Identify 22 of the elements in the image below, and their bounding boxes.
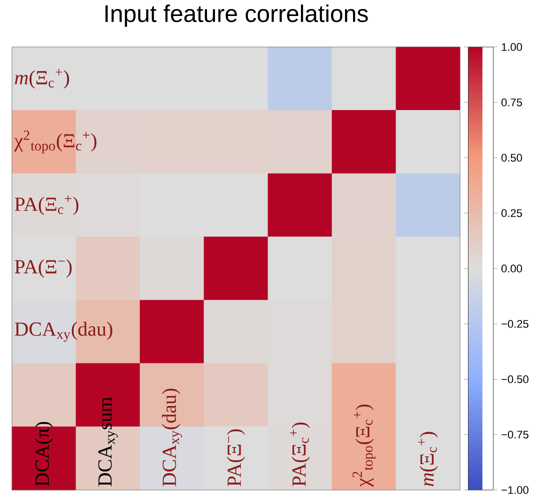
color-bar-label: −0.75 xyxy=(502,430,528,438)
x-tick-label: DCA$_{xy}$sum xyxy=(98,396,118,486)
color-bar-label: 0.00 xyxy=(501,264,522,272)
color-bar-label: 0.75 xyxy=(501,98,522,106)
y-tick-label: PA(Ξ$^{−}$) xyxy=(14,259,72,278)
x-tick-label: DCA(π) xyxy=(34,422,54,486)
color-bar-label: −0.50 xyxy=(502,375,528,384)
y-tick-label: DCA$_{xy}$(dau) xyxy=(14,322,112,342)
color-bar-label: 0.50 xyxy=(501,154,522,162)
y-tick-label: χ$^{2}$$_{topo}$(Ξ$_{c}$$^{+}$) xyxy=(14,130,96,154)
color-bar-label: −1.00 xyxy=(502,486,528,494)
y-tick-label: m(Ξ$_{c}$$^{+}$) xyxy=(14,68,70,88)
x-tick-label: m(Ξ$_{c}$$^{+}$) xyxy=(418,432,438,486)
x-tick-label: χ$^{2}$$_{topo}$(Ξ$_{c}$$^{+}$) xyxy=(352,404,376,487)
color-bar-label: 1.00 xyxy=(502,43,522,51)
color-bar-label: 0.25 xyxy=(501,209,522,217)
color-bar-label: −0.25 xyxy=(502,320,528,328)
y-tick-label: PA(Ξ$_{c}$$^{+}$) xyxy=(14,195,78,215)
chart-title: Input feature correlations xyxy=(105,4,368,27)
x-tick-label: PA(Ξ$^{−}$) xyxy=(226,429,246,486)
x-tick-label: PA(Ξ$_{c}$$^{+}$) xyxy=(290,422,310,486)
x-tick-label: DCA$_{xy}$(dau) xyxy=(162,388,182,486)
